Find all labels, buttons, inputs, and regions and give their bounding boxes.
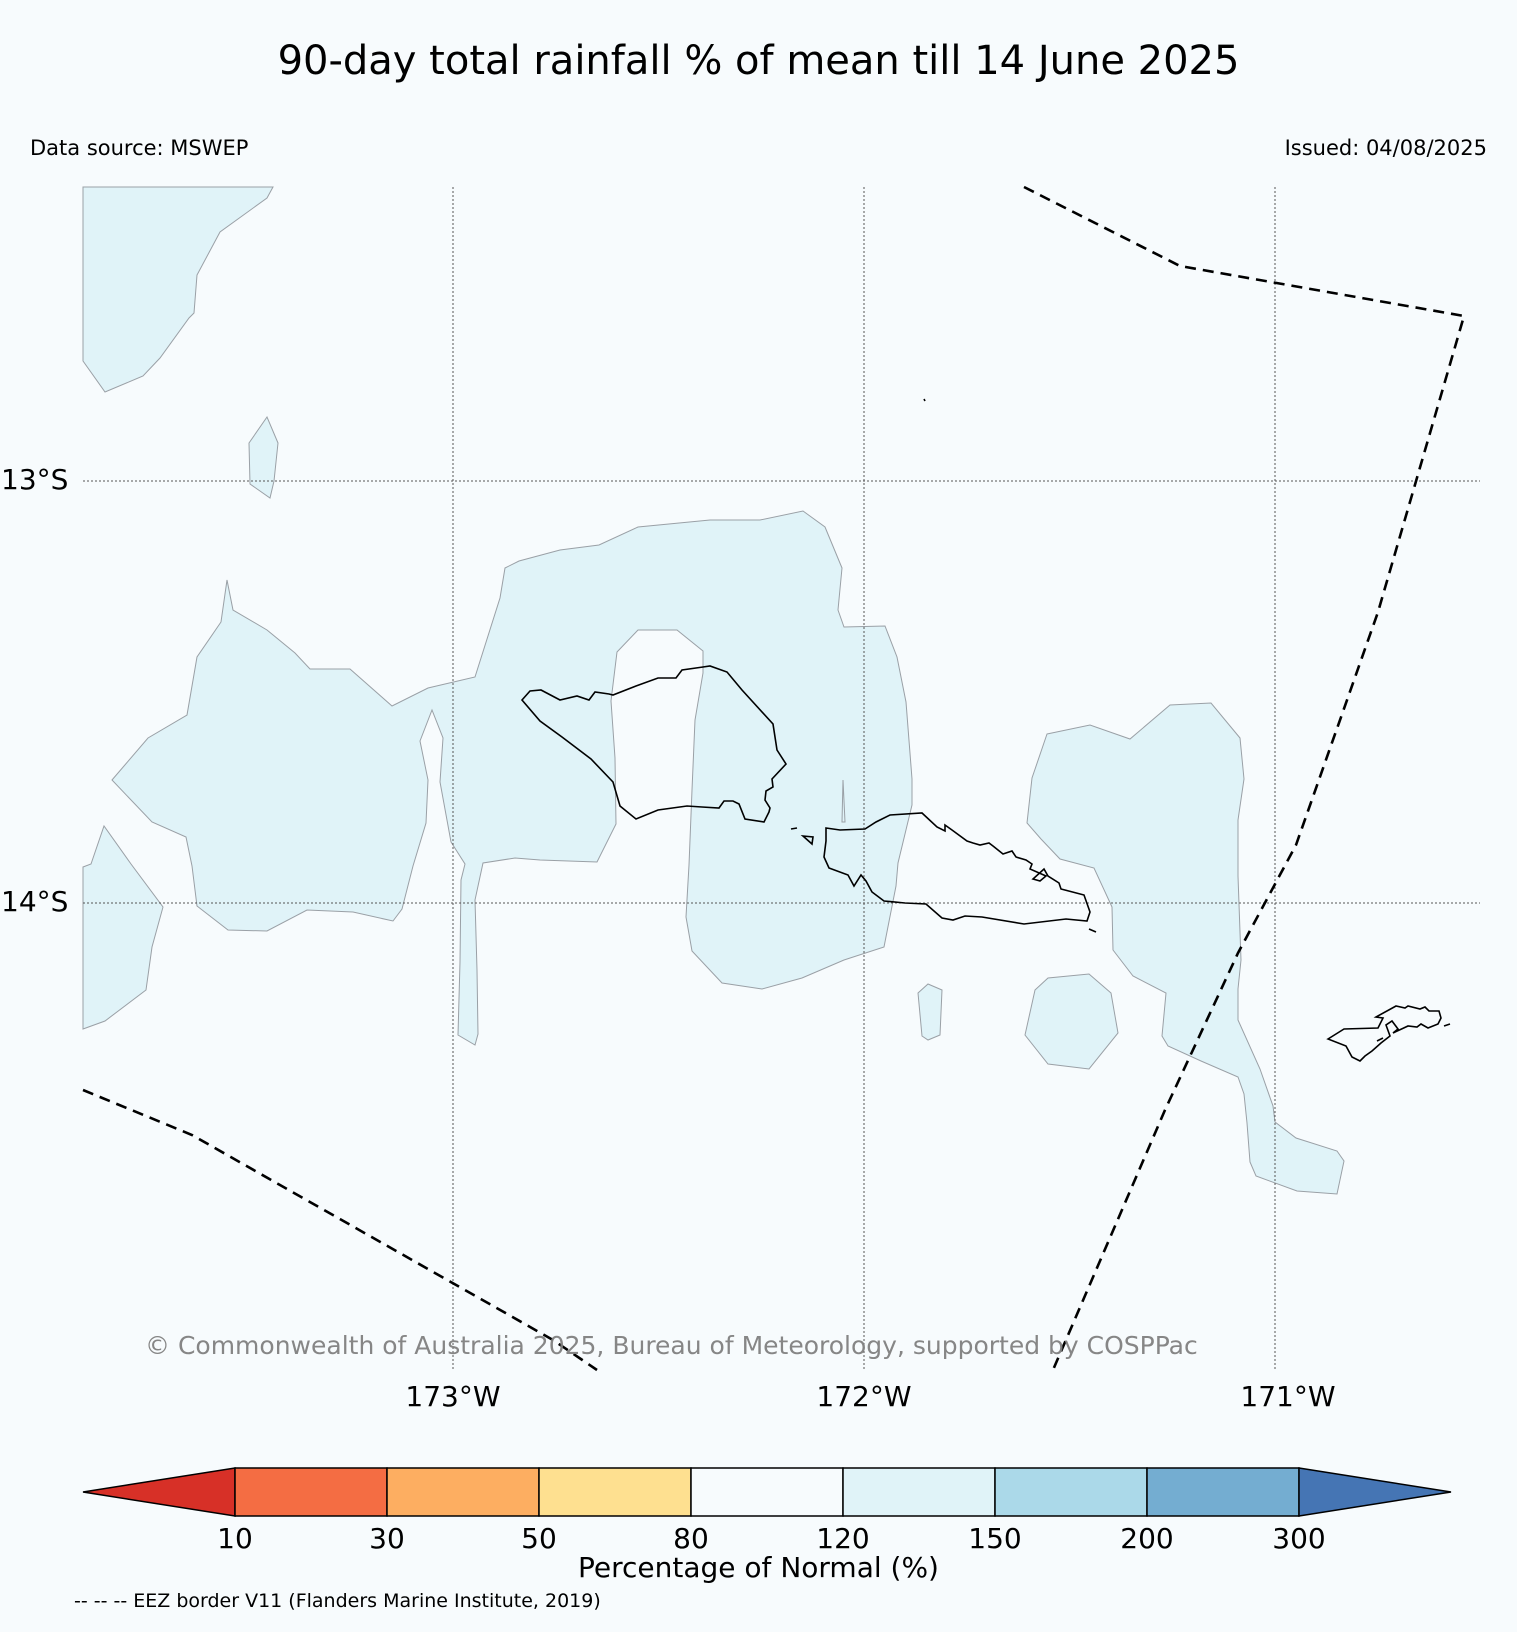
region-northwest <box>82 186 274 393</box>
colorbar-segment-below-10 <box>82 1467 236 1517</box>
tutuila-tail <box>1443 1023 1451 1027</box>
colorbar-segment-80-120 <box>690 1467 844 1517</box>
colorbar-tick: 200 <box>1120 1522 1173 1555</box>
savaii-coastline <box>520 665 788 823</box>
lon-label-172w: 172°W <box>816 1380 911 1413</box>
region-heptagon <box>1024 973 1119 1070</box>
region-east <box>1026 702 1345 1195</box>
region-west-edge <box>82 824 164 1030</box>
colorbar-tick: 120 <box>816 1522 869 1555</box>
colorbar-segment-200-300 <box>1146 1467 1300 1517</box>
fragment-1 <box>790 827 798 830</box>
data-source-label: Data source: MSWEP <box>30 136 249 160</box>
colorbar-tick: 150 <box>968 1522 1021 1555</box>
lat-label-14s: 14°S <box>1 885 68 918</box>
lon-label-173w: 173°W <box>405 1380 500 1413</box>
tutuila-coastline <box>1326 1005 1442 1062</box>
colorbar-segment-150-200 <box>994 1467 1148 1517</box>
region-sliver <box>841 779 846 823</box>
graticule <box>83 187 1480 1370</box>
manono-island <box>800 834 814 846</box>
eez-border-note: -- -- -- EEZ border V11 (Flanders Marine… <box>74 1590 601 1612</box>
fragment-3 <box>1376 1037 1384 1042</box>
eez-borders <box>82 185 1466 1372</box>
upolu-coastline <box>823 812 1091 925</box>
rainfall-120-150-regions <box>82 186 1345 1195</box>
colorbar-segment-10-30 <box>234 1467 388 1517</box>
land-outlines <box>520 398 1451 1062</box>
eez-border-southwest <box>82 1088 598 1372</box>
region-small-south <box>917 983 943 1041</box>
colorbar-tick-labels: 10 30 50 80 120 150 200 300 <box>217 1522 1326 1555</box>
colorbar-segment-30-50 <box>386 1467 540 1517</box>
eez-border-northeast <box>1023 185 1466 1371</box>
colorbar-segment-above-300 <box>1298 1467 1452 1517</box>
region-west-large <box>111 510 913 1046</box>
colorbar-tick: 50 <box>521 1522 557 1555</box>
colorbar <box>82 1467 1452 1517</box>
fragment-2 <box>1088 928 1097 933</box>
lon-label-171w: 171°W <box>1240 1380 1335 1413</box>
lat-label-13s: 13°S <box>1 463 68 496</box>
colorbar-tick: 30 <box>369 1522 405 1555</box>
colorbar-tick: 80 <box>673 1522 709 1555</box>
region-small-north <box>248 415 279 499</box>
colorbar-segment-120-150 <box>842 1467 996 1517</box>
colorbar-label: Percentage of Normal (%) <box>578 1551 939 1584</box>
map-title: 90-day total rainfall % of mean till 14 … <box>277 38 1240 84</box>
colorbar-tick: 300 <box>1272 1522 1325 1555</box>
issued-date-label: Issued: 04/08/2025 <box>1284 136 1487 160</box>
colorbar-segment-50-80 <box>538 1467 692 1517</box>
copyright-notice: © Commonwealth of Australia 2025, Bureau… <box>145 1331 1198 1360</box>
colorbar-tick: 10 <box>217 1522 253 1555</box>
fragment-4 <box>923 398 926 402</box>
